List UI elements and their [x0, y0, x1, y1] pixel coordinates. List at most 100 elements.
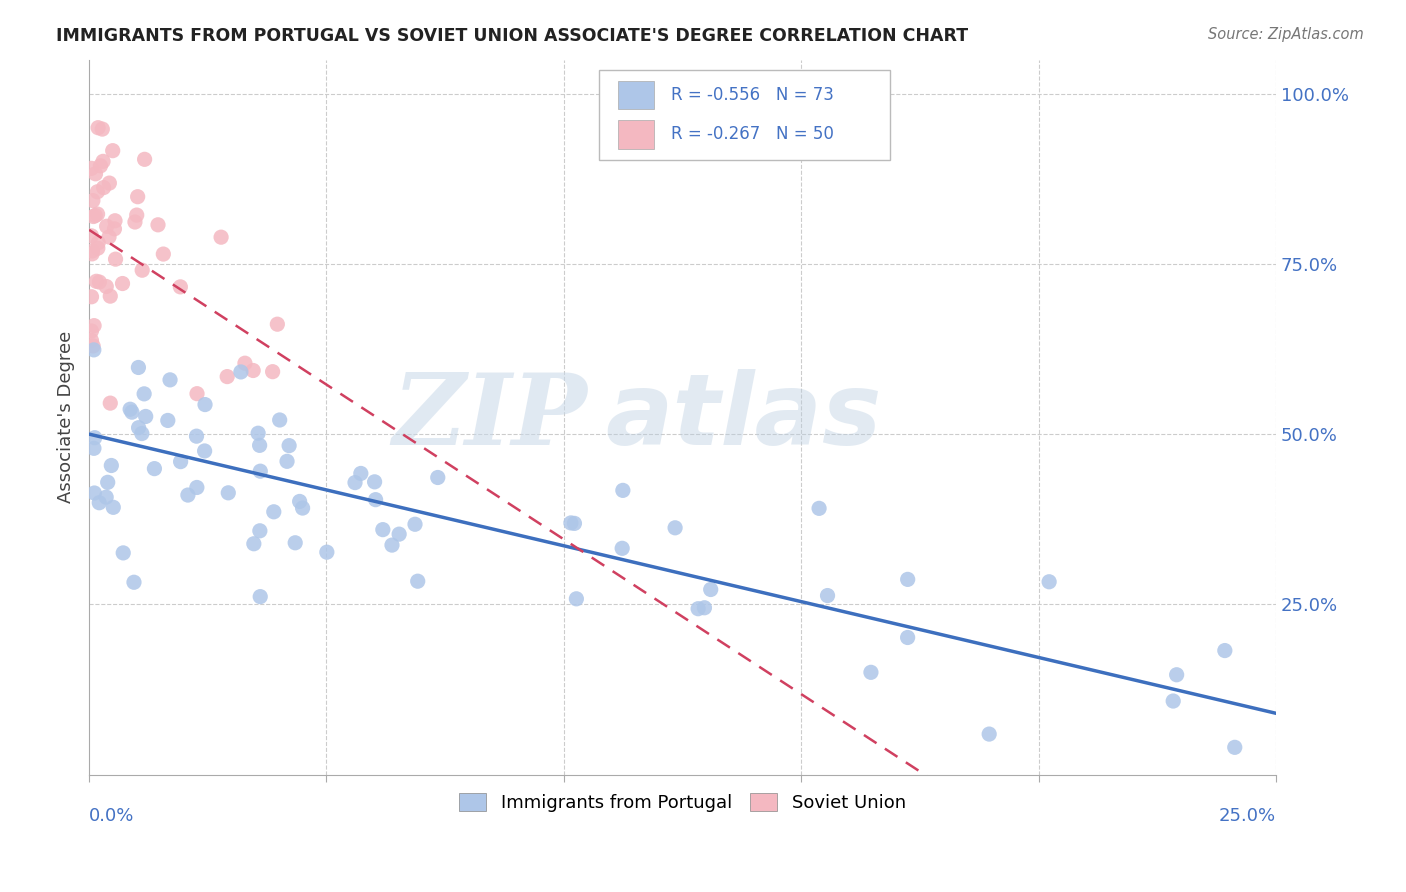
- Point: [131, 426, 153, 441]
- Point: [217, 485, 239, 500]
- Point: [249, 524, 271, 538]
- Point: [122, 575, 145, 590]
- Point: [83, 318, 105, 333]
- Point: [194, 398, 217, 412]
- Point: [80, 334, 103, 348]
- Point: [186, 386, 208, 401]
- Point: [125, 208, 148, 222]
- Point: [262, 365, 284, 379]
- Point: [121, 405, 143, 419]
- Point: [134, 153, 156, 167]
- FancyBboxPatch shape: [619, 120, 654, 149]
- Point: [186, 480, 208, 494]
- Point: [266, 317, 288, 331]
- Point: [897, 573, 920, 587]
- Point: [560, 516, 582, 530]
- Point: [111, 277, 134, 291]
- Point: [269, 413, 291, 427]
- Point: [84, 274, 107, 288]
- Point: [612, 483, 634, 498]
- Point: [699, 582, 721, 597]
- Point: [693, 600, 716, 615]
- Point: [263, 505, 285, 519]
- Point: [284, 535, 307, 549]
- Point: [98, 230, 121, 244]
- Point: [80, 247, 103, 261]
- Point: [169, 455, 191, 469]
- Point: [276, 454, 298, 468]
- Point: [83, 431, 105, 445]
- Point: [1038, 574, 1060, 589]
- Point: [87, 241, 110, 255]
- Point: [80, 228, 103, 243]
- Point: [565, 591, 588, 606]
- Point: [664, 521, 686, 535]
- Text: R = -0.556   N = 73: R = -0.556 N = 73: [671, 86, 834, 103]
- Point: [96, 279, 118, 293]
- Point: [89, 496, 111, 510]
- Point: [291, 501, 314, 516]
- Point: [1166, 667, 1188, 681]
- Text: R = -0.267   N = 50: R = -0.267 N = 50: [671, 125, 834, 144]
- Point: [83, 486, 105, 500]
- Point: [194, 444, 217, 458]
- Point: [249, 464, 271, 478]
- Legend: Immigrants from Portugal, Soviet Union: Immigrants from Portugal, Soviet Union: [453, 785, 912, 819]
- Point: [98, 289, 121, 303]
- Point: [808, 501, 831, 516]
- FancyBboxPatch shape: [599, 70, 890, 160]
- Point: [859, 665, 882, 680]
- Point: [350, 467, 373, 481]
- Point: [406, 574, 429, 589]
- Point: [564, 516, 586, 531]
- Point: [98, 176, 121, 190]
- Point: [82, 339, 104, 353]
- Point: [103, 500, 125, 515]
- Point: [120, 402, 142, 417]
- Point: [104, 213, 127, 227]
- Point: [134, 387, 156, 401]
- Point: [135, 409, 157, 424]
- Point: [278, 439, 301, 453]
- Point: [89, 159, 111, 173]
- Point: [100, 458, 122, 473]
- Point: [233, 356, 256, 370]
- Point: [83, 343, 105, 357]
- Point: [83, 442, 105, 456]
- Y-axis label: Associate's Degree: Associate's Degree: [58, 331, 75, 503]
- Point: [80, 290, 103, 304]
- Point: [156, 413, 179, 427]
- Point: [177, 488, 200, 502]
- Point: [315, 545, 337, 559]
- Point: [143, 461, 166, 475]
- Point: [131, 263, 153, 277]
- Point: [371, 523, 394, 537]
- Point: [112, 546, 135, 560]
- Point: [688, 601, 710, 615]
- Point: [209, 230, 232, 244]
- Point: [243, 537, 266, 551]
- Point: [186, 429, 208, 443]
- Point: [86, 185, 108, 199]
- Point: [344, 475, 367, 490]
- Point: [817, 589, 839, 603]
- Text: ZIP: ZIP: [392, 368, 588, 466]
- Point: [80, 324, 103, 338]
- Point: [612, 541, 634, 556]
- Point: [217, 369, 239, 384]
- Point: [103, 222, 125, 236]
- Text: Source: ZipAtlas.com: Source: ZipAtlas.com: [1208, 27, 1364, 42]
- Point: [249, 590, 271, 604]
- Point: [242, 363, 264, 377]
- Point: [87, 235, 110, 250]
- Point: [249, 438, 271, 452]
- Point: [84, 167, 107, 181]
- Text: 25.0%: 25.0%: [1219, 806, 1277, 825]
- Point: [897, 631, 920, 645]
- Point: [1213, 643, 1236, 657]
- Point: [388, 527, 411, 541]
- Point: [381, 538, 404, 552]
- Point: [101, 144, 124, 158]
- Point: [146, 218, 169, 232]
- Point: [97, 475, 120, 490]
